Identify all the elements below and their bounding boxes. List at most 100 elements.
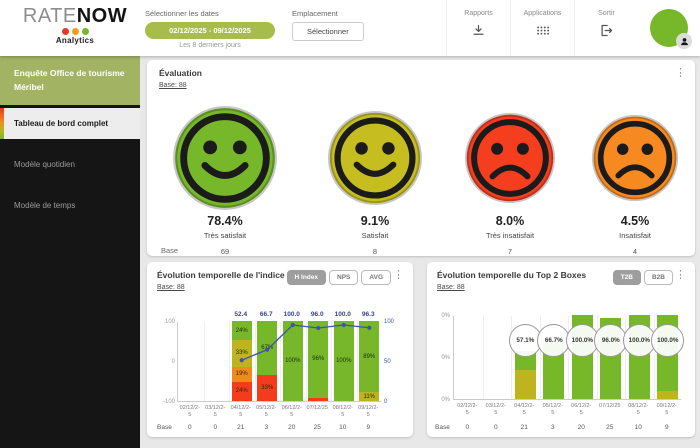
logo-dot-green-icon [81, 28, 89, 35]
evaluation-item: 78.4% Très satisfait 69 [165, 102, 285, 256]
satisfaction-base-count: 4 [632, 247, 638, 256]
x-axis-label: 09/12/2- 5 [358, 405, 379, 418]
bar-segment-olive [657, 390, 679, 399]
value-label: 100.0 [283, 311, 300, 318]
menu-item-rapports[interactable]: Rapports [446, 0, 510, 56]
smiley-happy-icon [172, 102, 278, 214]
location-filter-section: Emplacement Sélectionner [292, 9, 364, 41]
user-badge-icon [676, 33, 692, 49]
kebab-menu-icon[interactable]: ⋮ [675, 269, 686, 281]
value-label: 52.4 [234, 311, 248, 318]
gridline [356, 322, 358, 401]
logo-dot-orange-icon [71, 28, 79, 35]
date-filter-label: Sélectionner les dates [145, 9, 219, 18]
base-row-value: 21 [520, 424, 528, 431]
top2boxes-chart-header: Évolution temporelle du Top 2 Boxes Base… [437, 270, 609, 291]
value-label: 96.3 [361, 311, 375, 318]
top2boxes-chart-toggles: T2B B2B [612, 270, 673, 285]
gridline [482, 316, 484, 399]
hindex-chart-header: Évolution temporelle de l'indice H Base:… [157, 270, 329, 291]
t2b-toggle-b2b[interactable]: B2B [643, 270, 673, 285]
stacked-bar: 100% [333, 321, 354, 401]
hindex-chart-title: Évolution temporelle de l'indice H [157, 270, 294, 280]
x-axis-label: 05/12/2- 5 [542, 403, 563, 416]
x-axis-label: 07/12/25 [599, 403, 621, 409]
logo-dot-red-icon [61, 28, 69, 35]
left-axis-tick: -100 [162, 399, 175, 405]
x-axis-label: 05/12/2- 5 [256, 405, 277, 418]
gridline [596, 316, 598, 399]
percentage-bubble: 100.0% [622, 324, 656, 357]
x-axis-label: 06/12/2- 5 [281, 405, 302, 418]
evaluation-item: 4.5% Insatisfait 4 [575, 102, 695, 256]
x-axis-label: 08/12/2- 5 [332, 405, 353, 418]
gridline [203, 322, 205, 401]
left-axis-tick: 100 [164, 319, 175, 325]
sidebar-nav: Tableau de bord complet Modèle quotidien M… [0, 108, 140, 221]
date-filter-section: Sélectionner les dates 02/12/2025 - 09/1… [145, 9, 275, 49]
stacked-bar: 96% [308, 321, 329, 401]
user-avatar[interactable] [638, 0, 700, 56]
percentage-bubble: 96.0% [594, 324, 628, 357]
stacked-bar [543, 315, 565, 399]
ratenow-logo[interactable]: RATENOW Analytics [16, 6, 134, 45]
gridline [511, 316, 512, 399]
menu-item-applications[interactable]: Applications [510, 0, 574, 56]
hindex-chart-plot: 24%19%33%24%33%67%100%96%100%11%89% [177, 321, 381, 402]
stacked-bar: 100% [282, 321, 303, 401]
evaluation-card: Évaluation Base: 88 ⋮ Base 78.4% Très sat… [147, 60, 695, 256]
gridline [331, 322, 332, 401]
top-header: RATENOW Analytics Sélectionner les dates… [0, 0, 700, 56]
x-axis-label: 02/12/2- 5 [457, 403, 478, 416]
hindex-trend-line [239, 322, 372, 363]
avatar-circle [650, 9, 692, 49]
gridline [229, 322, 230, 401]
menu-item-sortir[interactable]: Sortir [574, 0, 638, 56]
survey-title: Enquête Office de tourisme Méribel [0, 56, 140, 106]
percentage-bubble: 57.1% [508, 324, 542, 357]
satisfaction-percentage: 4.5% [620, 214, 650, 228]
satisfaction-label: Satisfait [361, 231, 389, 240]
base-row-value: 21 [237, 424, 245, 431]
x-axis-label: 04/12/2- 5 [514, 403, 535, 416]
date-range-button[interactable]: 02/12/2025 - 09/12/2025 [145, 22, 275, 39]
base-row-value: 10 [634, 424, 642, 431]
y-axis-tick: 0% [441, 397, 450, 403]
percentage-bubble: 66.7% [537, 324, 571, 357]
apps-grid-icon [535, 23, 550, 38]
menu-item-label: Applications [523, 10, 562, 17]
base-row-label: Base [157, 424, 172, 431]
satisfaction-base-count: 7 [507, 247, 513, 256]
top2boxes-chart-card: Évolution temporelle du Top 2 Boxes Base… [427, 262, 695, 437]
hindex-chart-base-link: Base: 88 [157, 284, 185, 292]
bar-segment-green: 100% [282, 321, 303, 401]
hindex-chart-toggles: H Index NPS AVG [286, 270, 391, 285]
hindex-toggle-nps[interactable]: NPS [329, 270, 359, 285]
hindex-toggle-h-index[interactable]: H Index [286, 270, 327, 285]
sidebar-item-0[interactable]: Tableau de bord complet [0, 108, 140, 140]
sidebar-item-1[interactable]: Modèle quotidien [14, 160, 75, 170]
gridline [568, 316, 569, 399]
evaluation-item: 9.1% Satisfait 8 [315, 102, 435, 256]
gridline [539, 316, 541, 399]
percentage-bubble: 100.0% [565, 324, 599, 357]
bar-segment-red [308, 397, 329, 401]
download-icon [471, 23, 486, 38]
base-row-value: 3 [264, 424, 269, 431]
logo-now: NOW [76, 5, 128, 27]
top2boxes-chart-plot: 57.1% 66.7% 100.0% 96.0% 100.0% 100.0% [453, 315, 685, 400]
right-axis-tick: 0 [384, 399, 388, 405]
menu-item-label: Sortir [598, 10, 615, 17]
value-label: 66.7 [259, 311, 273, 318]
t2b-toggle-t2b[interactable]: T2B [612, 270, 641, 285]
location-select-button[interactable]: Sélectionner [292, 22, 364, 41]
sidebar-item-2[interactable]: Modèle de temps [14, 201, 76, 211]
logout-icon [599, 23, 614, 38]
header-menu: Rapports Applications Sortir [446, 0, 700, 56]
kebab-menu-icon[interactable]: ⋮ [675, 67, 686, 79]
satisfaction-base-count: 8 [372, 247, 378, 256]
bar-segment-orange: 19% [231, 366, 252, 382]
logo-text: RATENOW [16, 6, 134, 26]
hindex-toggle-avg[interactable]: AVG [361, 270, 391, 285]
kebab-menu-icon[interactable]: ⋮ [393, 269, 404, 281]
